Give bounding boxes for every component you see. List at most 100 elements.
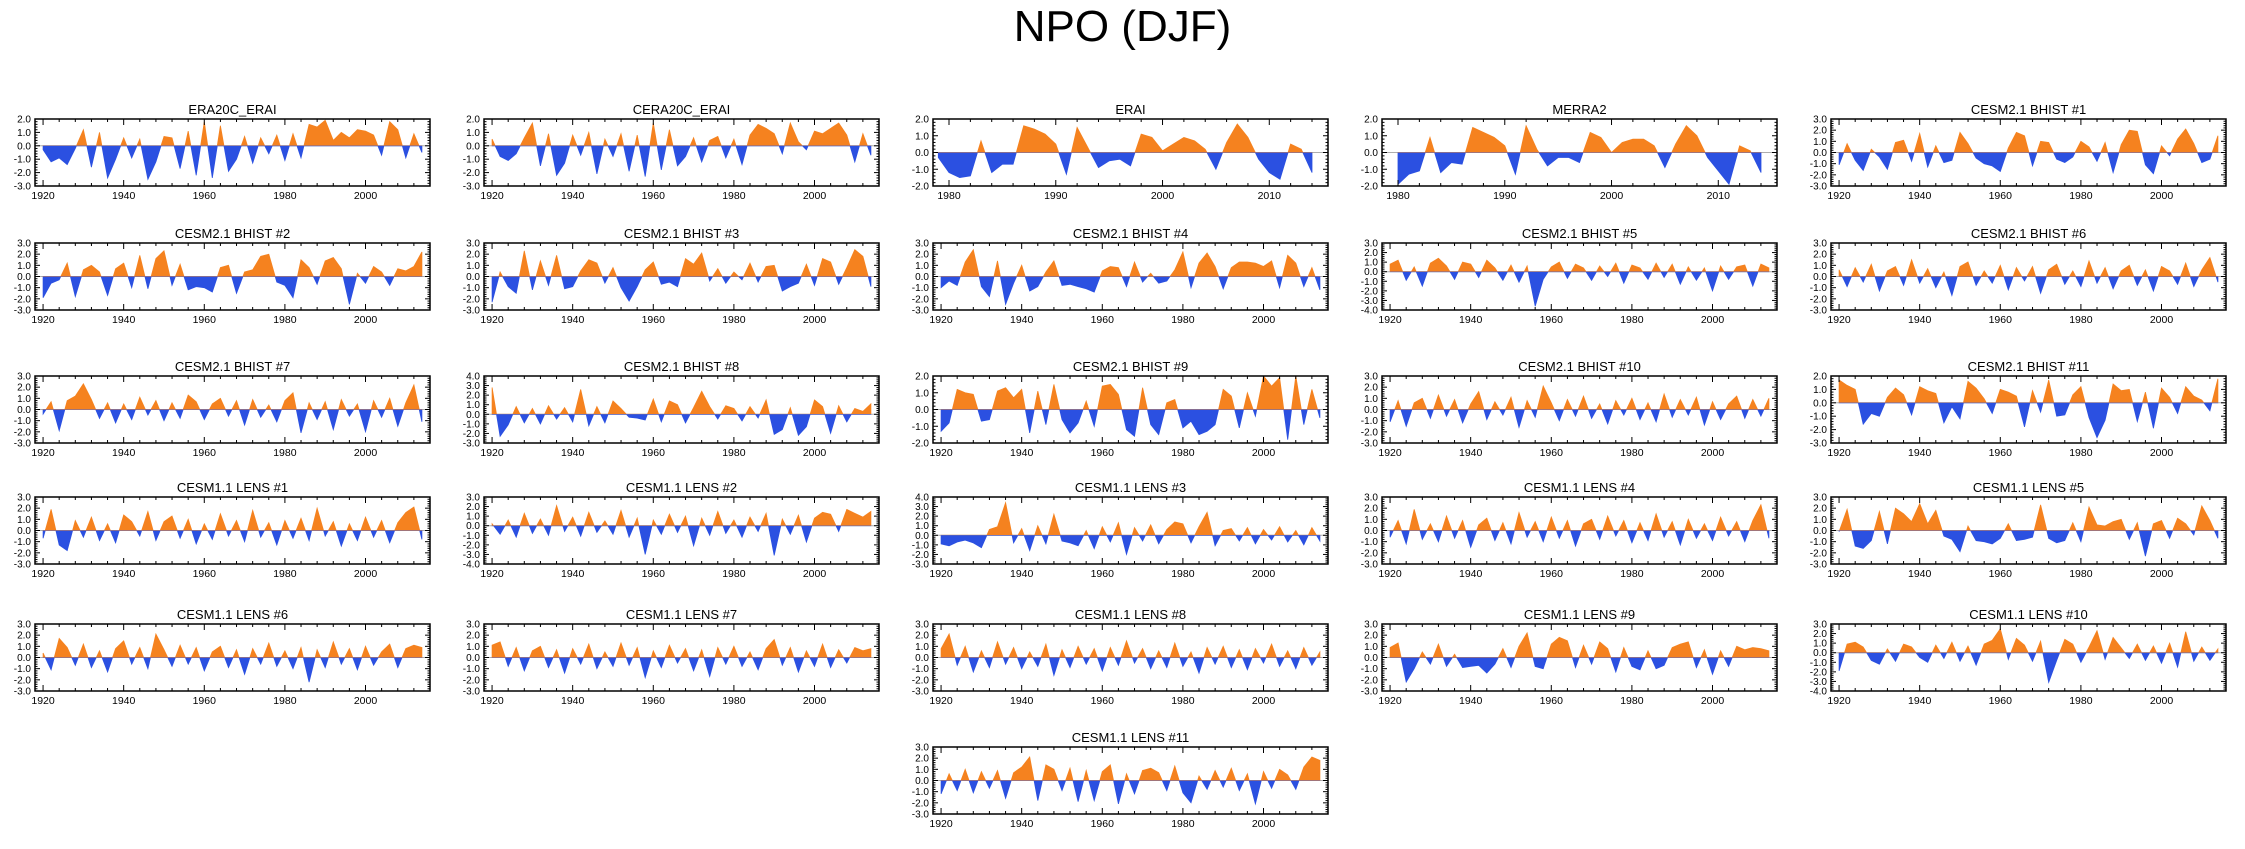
x-tick-label: 1980 xyxy=(1171,568,1195,580)
y-tick-label: -3.0 xyxy=(1810,560,1828,571)
y-tick-label: -1.0 xyxy=(1810,537,1828,548)
y-tick-label: -2.0 xyxy=(912,550,930,561)
x-tick-label: 1920 xyxy=(1827,190,1851,202)
y-tick-label: 3.0 xyxy=(466,493,480,504)
y-tick-label: 3.0 xyxy=(1364,493,1378,504)
y-tick-label: 0.0 xyxy=(915,531,929,542)
y-tick-label: -4.0 xyxy=(1361,306,1379,317)
x-tick-label: 1920 xyxy=(1378,314,1402,326)
x-tick-label: 1980 xyxy=(1171,314,1195,326)
y-tick-label: -1.0 xyxy=(1361,277,1379,288)
y-tick-label: 3.0 xyxy=(1813,620,1827,631)
x-tick-label: 1960 xyxy=(1989,568,2013,580)
x-tick-label: 1960 xyxy=(1540,568,1564,580)
y-tick-label: -2.0 xyxy=(14,675,32,686)
panel-cesm1-1-lens-5: CESM1.1 LENS #5 1920 1940 1960 1980 2000 3.02.… xyxy=(1810,480,2227,580)
x-tick-label: 1960 xyxy=(193,695,217,707)
y-tick-label: -3.0 xyxy=(463,182,481,193)
y-tick-label: 1.0 xyxy=(1364,258,1378,269)
panel-title: CESM2.1 BHIST #1 xyxy=(1971,102,2086,117)
y-tick-label: -2.0 xyxy=(1361,286,1379,297)
y-tick-label: 1.0 xyxy=(17,642,31,653)
y-tick-label: 1.0 xyxy=(1364,515,1378,526)
y-tick-label: -3.0 xyxy=(14,306,32,317)
x-tick-label: 2010 xyxy=(1707,190,1731,202)
x-tick-label: 1980 xyxy=(1171,695,1195,707)
y-tick-label: 3.0 xyxy=(1364,239,1378,250)
x-tick-label: 2000 xyxy=(1252,818,1276,830)
y-tick-label: 3.0 xyxy=(17,372,31,383)
panel-title: CESM2.1 BHIST #2 xyxy=(175,226,290,241)
x-tick-label: 1960 xyxy=(193,314,217,326)
y-tick-label: 3.0 xyxy=(915,620,929,631)
x-tick-label: 2000 xyxy=(1252,568,1276,580)
y-tick-label: -3.0 xyxy=(14,560,32,571)
y-tick-label: -3.0 xyxy=(463,439,481,450)
panel-title: CESM2.1 BHIST #8 xyxy=(624,359,739,374)
panel-cesm2-1-bhist-1: CESM2.1 BHIST #1 1920 1940 1960 1980 2000 3.02… xyxy=(1810,102,2227,202)
y-tick-label: 3.0 xyxy=(17,239,31,250)
y-tick-label: 1.0 xyxy=(915,765,929,776)
y-tick-label: -1.0 xyxy=(1361,537,1379,548)
panel-title: CESM1.1 LENS #3 xyxy=(1075,480,1186,495)
y-tick-label: 1.0 xyxy=(17,128,31,139)
x-tick-label: 2000 xyxy=(1252,314,1276,326)
y-tick-label: 1.0 xyxy=(1813,639,1827,650)
y-tick-label: 1.0 xyxy=(1364,394,1378,405)
y-tick-label: 0.0 xyxy=(1813,272,1827,283)
y-tick-label: 0.0 xyxy=(1364,526,1378,537)
panel-cesm1-1-lens-2: CESM1.1 LENS #2 1920 1940 1960 1980 2000 3.02.… xyxy=(463,480,880,580)
x-tick-label: 1980 xyxy=(1171,818,1195,830)
y-tick-label: -2.0 xyxy=(463,675,481,686)
y-tick-label: 1.0 xyxy=(466,642,480,653)
y-tick-label: 0.0 xyxy=(466,410,480,421)
x-tick-label: 1940 xyxy=(1908,568,1932,580)
x-tick-label: 1920 xyxy=(1378,568,1402,580)
y-tick-label: -1.0 xyxy=(14,155,32,166)
y-tick-label: -3.0 xyxy=(14,439,32,450)
y-tick-label: -3.0 xyxy=(14,182,32,193)
x-tick-label: 1920 xyxy=(929,818,953,830)
y-tick-label: -3.0 xyxy=(912,560,930,571)
panel-title: CESM2.1 BHIST #7 xyxy=(175,359,290,374)
x-tick-label: 2000 xyxy=(354,568,378,580)
panel-title: CESM1.1 LENS #4 xyxy=(1524,480,1635,495)
y-tick-label: 2.0 xyxy=(1813,504,1827,515)
y-tick-label: 2.0 xyxy=(1364,631,1378,642)
y-tick-label: -2.0 xyxy=(463,168,481,179)
y-tick-label: 2.0 xyxy=(1364,115,1378,126)
y-tick-label: 0.0 xyxy=(466,141,480,152)
y-tick-label: 3.0 xyxy=(466,620,480,631)
y-tick-label: 3.0 xyxy=(1813,239,1827,250)
x-tick-label: 2000 xyxy=(803,314,827,326)
x-tick-label: 1940 xyxy=(112,447,136,459)
x-tick-label: 2000 xyxy=(1252,695,1276,707)
y-tick-label: -1.0 xyxy=(912,422,930,433)
y-tick-label: -2.0 xyxy=(912,675,930,686)
x-tick-label: 2000 xyxy=(2150,447,2174,459)
x-tick-label: 1960 xyxy=(1540,314,1564,326)
y-tick-label: -1.0 xyxy=(1361,416,1379,427)
x-tick-label: 1920 xyxy=(480,695,504,707)
y-tick-label: -3.0 xyxy=(1810,439,1828,450)
y-tick-label: 1.0 xyxy=(466,261,480,272)
y-tick-label: -3.0 xyxy=(1810,677,1828,688)
panel-title: MERRA2 xyxy=(1552,102,1606,117)
y-tick-label: -2.0 xyxy=(463,294,481,305)
x-tick-label: 1960 xyxy=(1989,695,2013,707)
x-tick-label: 1920 xyxy=(480,190,504,202)
y-tick-label: 1.0 xyxy=(1813,515,1827,526)
y-tick-label: 2.0 xyxy=(466,631,480,642)
y-tick-label: -3.0 xyxy=(1361,439,1379,450)
panel-title: CESM2.1 BHIST #6 xyxy=(1971,226,2086,241)
y-tick-label: -1.0 xyxy=(912,165,930,176)
y-tick-label: 3.0 xyxy=(915,743,929,754)
y-tick-label: -2.0 xyxy=(14,427,32,438)
x-tick-label: 2000 xyxy=(1701,314,1725,326)
panel-title: CESM1.1 LENS #7 xyxy=(626,607,737,622)
x-tick-label: 2000 xyxy=(354,190,378,202)
y-tick-label: 1.0 xyxy=(915,261,929,272)
panel-cesm1-1-lens-8: CESM1.1 LENS #8 1920 1940 1960 1980 2000 3.02.… xyxy=(912,607,1329,707)
y-tick-label: 2.0 xyxy=(1364,383,1378,394)
panel-cesm2-1-bhist-7: CESM2.1 BHIST #7 1920 1940 1960 1980 2000 3.02… xyxy=(14,359,431,459)
